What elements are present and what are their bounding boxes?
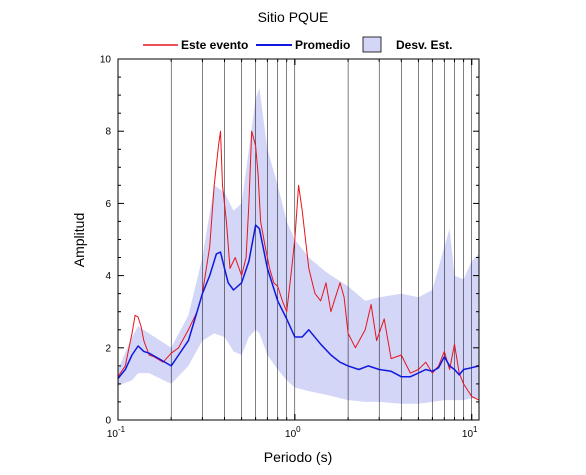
chart-title: Sitio PQUE [258,9,329,25]
y-tick-label: 2 [105,343,111,354]
x-tick-label: 101 [462,425,478,440]
x-tick-label: 100 [285,425,301,440]
legend-std-label: Desv. Est. [396,38,452,52]
series-mean-line [117,224,480,379]
axes-layer [117,58,480,421]
x-tick-label: 10-1 [107,425,126,440]
tick-labels-layer: 0 2 4 6 8 10 10-1 100 101 [100,55,478,441]
y-axis-label: Amplitud [71,213,87,267]
series-layer [117,130,480,401]
y-tick-label: 8 [105,127,111,138]
series-event-line [117,130,480,401]
y-tick-label: 4 [105,271,111,282]
legend-mean-label: Promedio [295,38,350,52]
std-band [118,87,479,404]
y-tick-label: 10 [100,55,112,66]
legend: Este evento Promedio Desv. Est. [143,36,452,53]
legend-std-swatch [362,36,382,53]
std-band-layer [118,87,479,404]
x-axis-label: Periodo (s) [264,449,332,465]
y-tick-label: 6 [105,199,111,210]
legend-event-label: Este evento [181,38,248,52]
y-tick-label: 0 [105,416,111,427]
grid-layer [170,59,472,420]
